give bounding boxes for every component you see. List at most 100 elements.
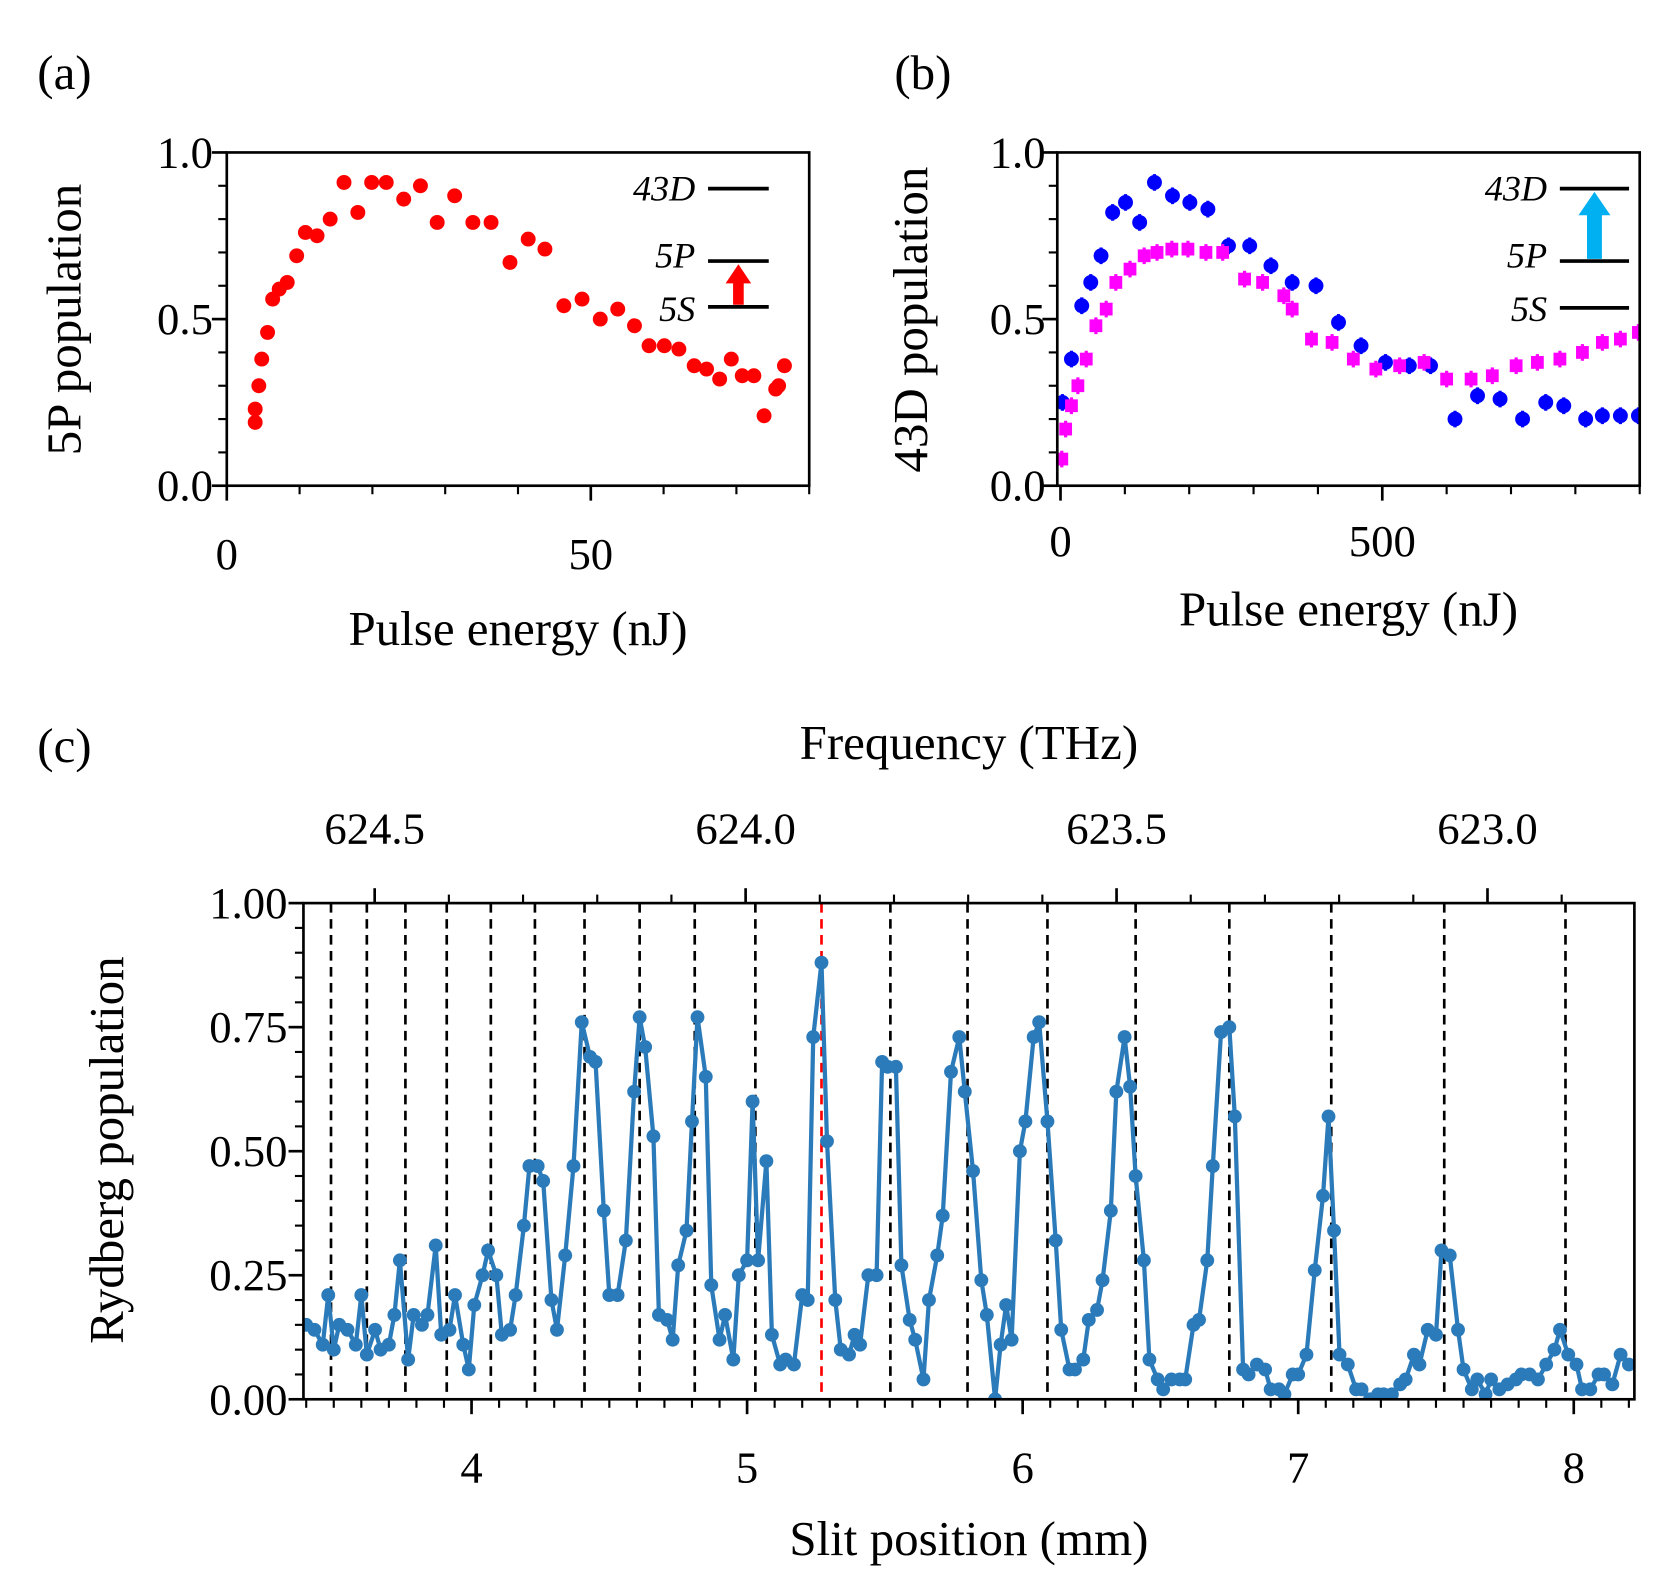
x-tick-label: 4 — [460, 1442, 482, 1492]
marker — [1026, 1030, 1041, 1044]
x-axis-label: Pulse energy (nJ) — [348, 601, 687, 656]
level-label: 5S — [659, 289, 695, 329]
marker — [746, 368, 762, 384]
marker — [1063, 351, 1079, 367]
marker — [1118, 194, 1133, 210]
marker — [260, 324, 276, 340]
marker — [1095, 1273, 1110, 1288]
marker — [627, 1084, 642, 1099]
marker — [712, 371, 728, 387]
marker — [1384, 1387, 1399, 1400]
marker — [1327, 1223, 1341, 1238]
marker — [406, 1308, 421, 1322]
marker — [1325, 336, 1339, 349]
marker — [1605, 1377, 1620, 1392]
marker — [556, 298, 572, 314]
plot-area — [247, 175, 792, 430]
marker — [756, 408, 772, 424]
marker — [442, 1322, 457, 1337]
marker — [1123, 1079, 1138, 1094]
marker — [475, 1268, 490, 1283]
marker — [1594, 408, 1610, 424]
marker — [502, 254, 518, 270]
marker — [1059, 422, 1073, 436]
marker — [428, 1238, 443, 1253]
marker — [820, 1134, 834, 1149]
y-axis-label: 43D population — [883, 167, 938, 473]
marker — [1597, 1367, 1611, 1382]
marker — [908, 1332, 923, 1347]
marker — [1464, 372, 1478, 386]
marker — [764, 1327, 779, 1342]
marker — [1531, 1372, 1545, 1387]
marker — [1263, 258, 1279, 274]
x-tick-label: 8 — [1563, 1442, 1585, 1492]
marker — [888, 1059, 903, 1074]
marker — [1451, 1322, 1465, 1337]
marker — [1484, 1372, 1499, 1387]
marker — [508, 1288, 523, 1302]
marker — [1199, 246, 1213, 259]
marker — [1156, 1382, 1171, 1397]
marker — [350, 204, 366, 220]
marker — [656, 338, 672, 354]
marker — [679, 1223, 694, 1238]
marker — [1547, 1342, 1562, 1357]
y-axis-label: Rydberg population — [79, 956, 134, 1343]
marker — [364, 175, 380, 190]
marker — [1307, 1263, 1322, 1278]
axes-frame — [302, 901, 1636, 1401]
marker — [922, 1293, 936, 1307]
marker — [544, 1293, 559, 1307]
panel-1: (b) Pulse energy (nJ) 43D population 0 500 0.… — [883, 45, 1642, 637]
marker — [665, 1332, 680, 1347]
marker — [1614, 332, 1627, 346]
marker — [1205, 1159, 1220, 1173]
x-tick-label: 50 — [568, 529, 613, 579]
marker — [326, 1342, 341, 1357]
marker — [247, 414, 263, 430]
marker — [698, 1069, 713, 1084]
marker — [387, 1308, 402, 1322]
marker — [1583, 1382, 1598, 1397]
x-axis-label: Pulse energy (nJ) — [1179, 582, 1518, 637]
marker — [1150, 246, 1164, 259]
marker — [1429, 1327, 1443, 1342]
marker — [993, 1337, 1008, 1352]
marker — [1132, 214, 1148, 230]
marker — [447, 188, 463, 204]
marker — [671, 341, 687, 357]
panel-0: (a) Pulse energy (nJ) 5P population 0 50 0.0 0… — [36, 45, 811, 656]
plot-area — [1057, 174, 1640, 468]
marker — [1340, 1357, 1355, 1372]
marker — [1109, 276, 1123, 289]
axes-frame — [1055, 151, 1642, 488]
marker — [1538, 394, 1554, 410]
marker — [1256, 276, 1269, 289]
marker — [704, 1278, 719, 1293]
marker — [368, 1322, 383, 1337]
marker — [1478, 1387, 1493, 1400]
marker — [1331, 314, 1346, 330]
marker — [1222, 1020, 1237, 1035]
marker — [1277, 289, 1291, 303]
marker — [618, 1233, 633, 1248]
y-tick-label: 0.25 — [209, 1250, 287, 1300]
marker — [1103, 1203, 1118, 1218]
marker — [1492, 391, 1508, 407]
marker — [1561, 1347, 1576, 1362]
marker — [1578, 411, 1594, 427]
marker — [588, 1054, 603, 1069]
marker — [1089, 319, 1103, 333]
marker — [1083, 274, 1099, 290]
marker — [723, 351, 739, 367]
marker — [1068, 1362, 1082, 1377]
marker — [930, 1248, 945, 1263]
marker — [1485, 369, 1499, 383]
marker — [1048, 1233, 1063, 1248]
marker — [1621, 1357, 1635, 1372]
y-tick-label: 0.50 — [209, 1126, 287, 1176]
marker — [1090, 1303, 1104, 1317]
marker — [247, 401, 263, 417]
